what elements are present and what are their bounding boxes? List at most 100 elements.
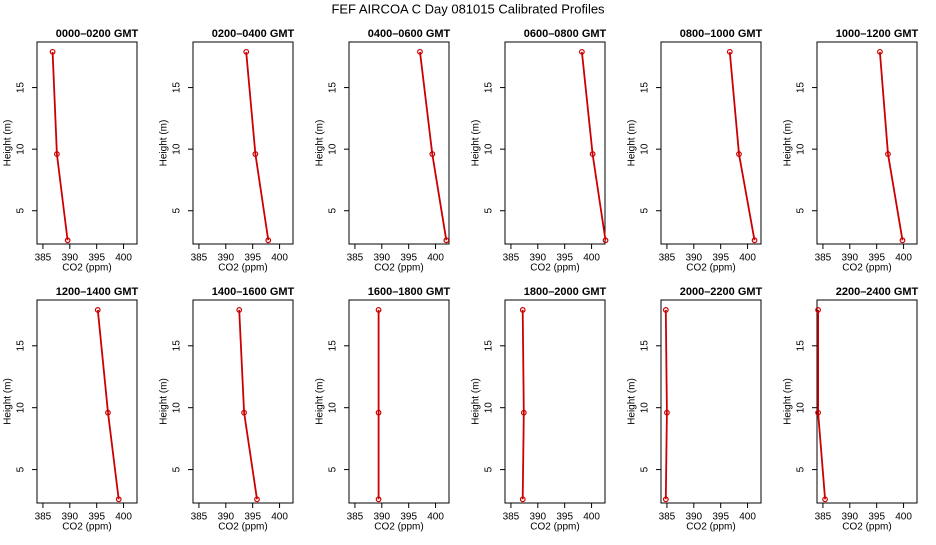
profile-point bbox=[736, 151, 742, 157]
plot-frame bbox=[348, 41, 450, 245]
x-axis-label: CO2 (ppm) bbox=[842, 522, 891, 533]
profile-line bbox=[521, 309, 525, 500]
profile-point bbox=[815, 409, 821, 416]
y-tick-label: 5 bbox=[16, 208, 27, 214]
profile-point bbox=[254, 496, 260, 503]
profile-point bbox=[726, 48, 733, 55]
x-tick-label: 390 bbox=[61, 253, 78, 264]
plot-frame bbox=[816, 299, 918, 504]
profile-point bbox=[417, 48, 423, 55]
y-axis-label: Height (m) bbox=[3, 120, 14, 167]
y-axis-label: Height (m) bbox=[471, 120, 482, 167]
x-tick-label: 395 bbox=[556, 512, 573, 523]
profile-line bbox=[238, 309, 258, 500]
y-axis-label: Height (m) bbox=[315, 120, 326, 167]
panel-title: 1600–1800 GMT bbox=[368, 286, 451, 298]
x-tick-label: 390 bbox=[61, 512, 78, 523]
profile-point bbox=[589, 151, 596, 157]
y-axis-label: Height (m) bbox=[159, 378, 170, 425]
x-axis-label: CO2 (ppm) bbox=[62, 263, 111, 274]
x-tick-label: 385 bbox=[659, 253, 676, 264]
x-tick-label: 385 bbox=[191, 512, 208, 523]
profile-point bbox=[241, 409, 247, 416]
plot-frame bbox=[36, 299, 138, 504]
x-tick-label: 395 bbox=[400, 253, 417, 264]
y-tick-label: 5 bbox=[796, 466, 807, 472]
x-tick-label: 400 bbox=[583, 512, 600, 523]
y-tick-label: 15 bbox=[796, 340, 807, 352]
profile-point bbox=[105, 409, 111, 416]
profile-line bbox=[51, 51, 69, 241]
x-tick-label: 385 bbox=[503, 253, 520, 264]
y-tick-label: 5 bbox=[172, 466, 183, 472]
profile-point bbox=[64, 237, 71, 244]
plot-frame bbox=[504, 41, 606, 245]
profile-point bbox=[885, 151, 891, 157]
x-tick-label: 395 bbox=[712, 253, 729, 264]
profile-point bbox=[519, 307, 526, 313]
profile-point bbox=[751, 237, 758, 244]
x-tick-label: 390 bbox=[373, 512, 390, 523]
x-axis-label: CO2 (ppm) bbox=[686, 522, 735, 533]
plot-frame bbox=[660, 41, 762, 245]
profile-point bbox=[53, 151, 60, 157]
profile-point bbox=[877, 48, 883, 55]
x-tick-label: 390 bbox=[685, 253, 702, 264]
y-tick-label: 5 bbox=[640, 208, 651, 214]
x-tick-label: 390 bbox=[841, 512, 858, 523]
profile-line bbox=[664, 309, 668, 500]
x-tick-label: 385 bbox=[659, 512, 676, 523]
x-axis-label: CO2 (ppm) bbox=[218, 522, 267, 533]
y-tick-label: 15 bbox=[16, 340, 27, 352]
profile-point bbox=[243, 48, 250, 55]
x-axis-label: CO2 (ppm) bbox=[218, 263, 267, 274]
panel-title: 1400–1600 GMT bbox=[212, 286, 295, 298]
y-tick-label: 10 bbox=[484, 143, 495, 155]
y-axis-label: Height (m) bbox=[3, 378, 14, 425]
x-tick-label: 395 bbox=[88, 512, 105, 523]
x-tick-label: 385 bbox=[347, 512, 364, 523]
y-tick-label: 10 bbox=[16, 143, 27, 155]
y-tick-label: 5 bbox=[328, 208, 339, 214]
x-tick-label: 390 bbox=[685, 512, 702, 523]
y-axis-label: Height (m) bbox=[159, 120, 170, 167]
x-tick-label: 400 bbox=[739, 512, 756, 523]
y-tick-label: 15 bbox=[640, 82, 651, 94]
y-tick-label: 5 bbox=[796, 208, 807, 214]
profile-point bbox=[236, 307, 243, 313]
profile-point bbox=[822, 496, 828, 503]
x-tick-label: 400 bbox=[739, 253, 756, 264]
profile-line bbox=[728, 51, 756, 241]
y-tick-label: 5 bbox=[484, 466, 495, 472]
y-tick-label: 5 bbox=[328, 466, 339, 472]
x-tick-label: 395 bbox=[868, 253, 885, 264]
plot-frame bbox=[348, 299, 450, 504]
profile-point bbox=[520, 409, 527, 416]
y-tick-label: 15 bbox=[328, 340, 339, 352]
x-tick-label: 395 bbox=[244, 512, 261, 523]
profile-point bbox=[815, 307, 821, 313]
profile-point bbox=[662, 496, 669, 503]
x-tick-label: 400 bbox=[271, 512, 288, 523]
profile-line bbox=[817, 309, 826, 500]
y-tick-label: 15 bbox=[640, 340, 651, 352]
panel-title: 1000–1200 GMT bbox=[836, 28, 919, 40]
x-tick-label: 395 bbox=[244, 253, 261, 264]
y-tick-label: 15 bbox=[328, 82, 339, 94]
x-tick-label: 385 bbox=[35, 253, 52, 264]
x-tick-label: 390 bbox=[217, 512, 234, 523]
x-axis-label: CO2 (ppm) bbox=[374, 263, 423, 274]
y-tick-label: 10 bbox=[796, 402, 807, 414]
x-tick-label: 400 bbox=[115, 512, 132, 523]
profile-line bbox=[879, 51, 904, 241]
plot-frame bbox=[816, 41, 918, 245]
profile-point bbox=[664, 409, 670, 416]
panel-title: 1200–1400 GMT bbox=[56, 286, 139, 298]
y-tick-label: 10 bbox=[328, 143, 339, 155]
panel-title: 0600–0800 GMT bbox=[524, 28, 607, 40]
profile-point bbox=[375, 307, 382, 313]
y-tick-label: 10 bbox=[484, 402, 495, 414]
plot-frame bbox=[36, 41, 138, 245]
x-axis-label: CO2 (ppm) bbox=[530, 522, 579, 533]
